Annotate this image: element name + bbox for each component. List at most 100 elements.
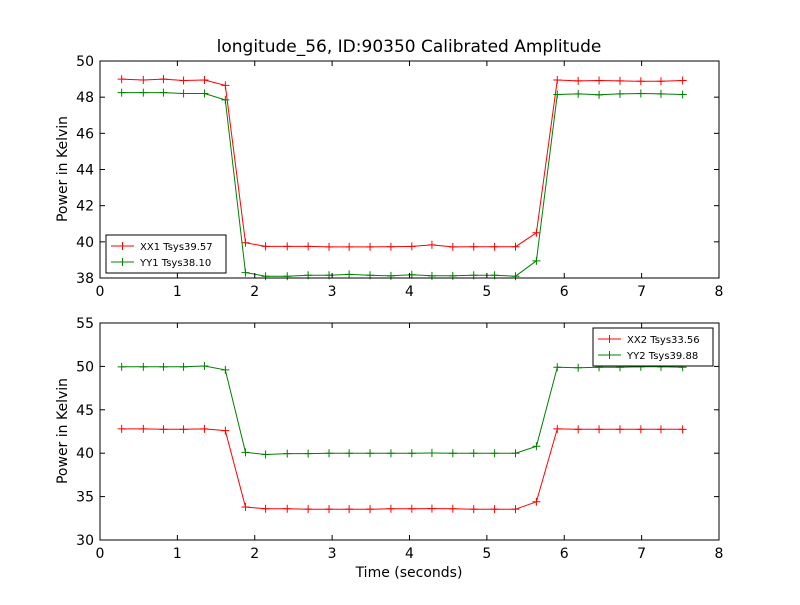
- data-point: [179, 362, 188, 371]
- y-tick-label: 50: [76, 54, 94, 70]
- data-point: [139, 75, 148, 84]
- data-point: [304, 242, 313, 251]
- data-point: [574, 89, 583, 98]
- data-point: [304, 449, 313, 458]
- y-axis-label-bottom: Power in Kelvin: [55, 378, 71, 484]
- legend-marker: [605, 335, 614, 343]
- data-point: [241, 238, 250, 247]
- data-point: [386, 242, 395, 251]
- data-point: [283, 449, 292, 458]
- data-point: [325, 505, 334, 514]
- data-point: [448, 449, 457, 458]
- data-point: [117, 88, 126, 97]
- series-line-2-1: [121, 428, 683, 510]
- data-point: [532, 256, 541, 265]
- x-tick-label: 1: [173, 284, 182, 300]
- y-tick-label: 40: [76, 235, 94, 251]
- data-point: [427, 449, 436, 458]
- data-point: [448, 242, 457, 251]
- x-tick-label: 4: [405, 284, 414, 300]
- data-point: [261, 504, 270, 513]
- data-point: [241, 448, 250, 457]
- x-tick-label: 5: [482, 284, 491, 300]
- data-point: [139, 88, 148, 97]
- data-point: [407, 449, 416, 458]
- x-axis-label: Time (seconds): [355, 565, 463, 581]
- data-point: [615, 425, 624, 434]
- data-point: [261, 450, 270, 459]
- data-point: [448, 504, 457, 513]
- x-tick-label: 6: [560, 546, 569, 562]
- data-point: [574, 363, 583, 372]
- legend-2: [592, 327, 714, 367]
- data-point: [345, 242, 354, 251]
- legend-marker: [118, 242, 127, 250]
- data-point: [179, 89, 188, 98]
- data-point: [283, 504, 292, 513]
- legend-label: YY2 Tsys39.88: [626, 351, 698, 362]
- data-point: [511, 505, 520, 514]
- data-point: [221, 426, 230, 435]
- data-point: [221, 95, 230, 104]
- data-point: [615, 76, 624, 85]
- data-point: [386, 449, 395, 458]
- y-axis-label-top: Power in Kelvin: [55, 116, 71, 222]
- data-point: [427, 504, 436, 513]
- x-tick-label: 1: [173, 546, 182, 562]
- x-tick-label: 0: [96, 546, 105, 562]
- legend-label: XX2 Tsys33.56: [627, 335, 700, 346]
- data-point: [221, 365, 230, 374]
- x-tick-label: 0: [96, 284, 105, 300]
- data-point: [678, 76, 687, 85]
- y-tick-label: 55: [76, 316, 94, 332]
- data-point: [200, 361, 209, 370]
- x-tick-label: 7: [637, 284, 646, 300]
- data-point: [200, 89, 209, 98]
- y-tick-label: 48: [76, 90, 94, 106]
- data-point: [283, 242, 292, 251]
- y-tick-label: 42: [76, 199, 94, 215]
- data-point: [532, 442, 541, 451]
- data-point: [656, 89, 665, 98]
- legend-marker: [605, 351, 614, 359]
- data-point: [407, 504, 416, 513]
- data-point: [221, 81, 230, 90]
- y-tick-label: 50: [76, 359, 94, 375]
- y-tick-label: 35: [76, 490, 94, 506]
- data-point: [469, 449, 478, 458]
- data-point: [241, 268, 250, 277]
- legend-label: YY1 Tsys38.10: [139, 258, 211, 269]
- data-point: [595, 76, 604, 85]
- chart-title: longitude_56, ID:90350 Calibrated Amplit…: [217, 37, 602, 57]
- x-tick-label: 7: [637, 546, 646, 562]
- plot-frame-2: [99, 322, 720, 541]
- data-point: [325, 242, 334, 251]
- data-point: [179, 425, 188, 434]
- data-point: [553, 424, 562, 433]
- data-point: [636, 425, 645, 434]
- data-point: [490, 505, 499, 514]
- data-point: [261, 242, 270, 251]
- data-point: [469, 242, 478, 251]
- y-tick-label: 30: [76, 533, 94, 549]
- data-point: [366, 505, 375, 514]
- data-point: [678, 425, 687, 434]
- data-point: [159, 362, 168, 371]
- data-point: [532, 228, 541, 237]
- data-point: [345, 270, 354, 279]
- y-tick-label: 40: [76, 446, 94, 462]
- legend-label: XX1 Tsys39.57: [140, 242, 213, 253]
- data-point: [241, 503, 250, 512]
- data-point: [345, 449, 354, 458]
- data-point: [325, 449, 334, 458]
- y-tick-label: 45: [76, 403, 94, 419]
- x-tick-label: 2: [250, 284, 259, 300]
- data-point: [304, 505, 313, 514]
- series-line-2-2: [121, 365, 683, 456]
- y-tick-label: 44: [76, 163, 94, 179]
- data-point: [200, 424, 209, 433]
- data-point: [511, 449, 520, 458]
- data-point: [574, 425, 583, 434]
